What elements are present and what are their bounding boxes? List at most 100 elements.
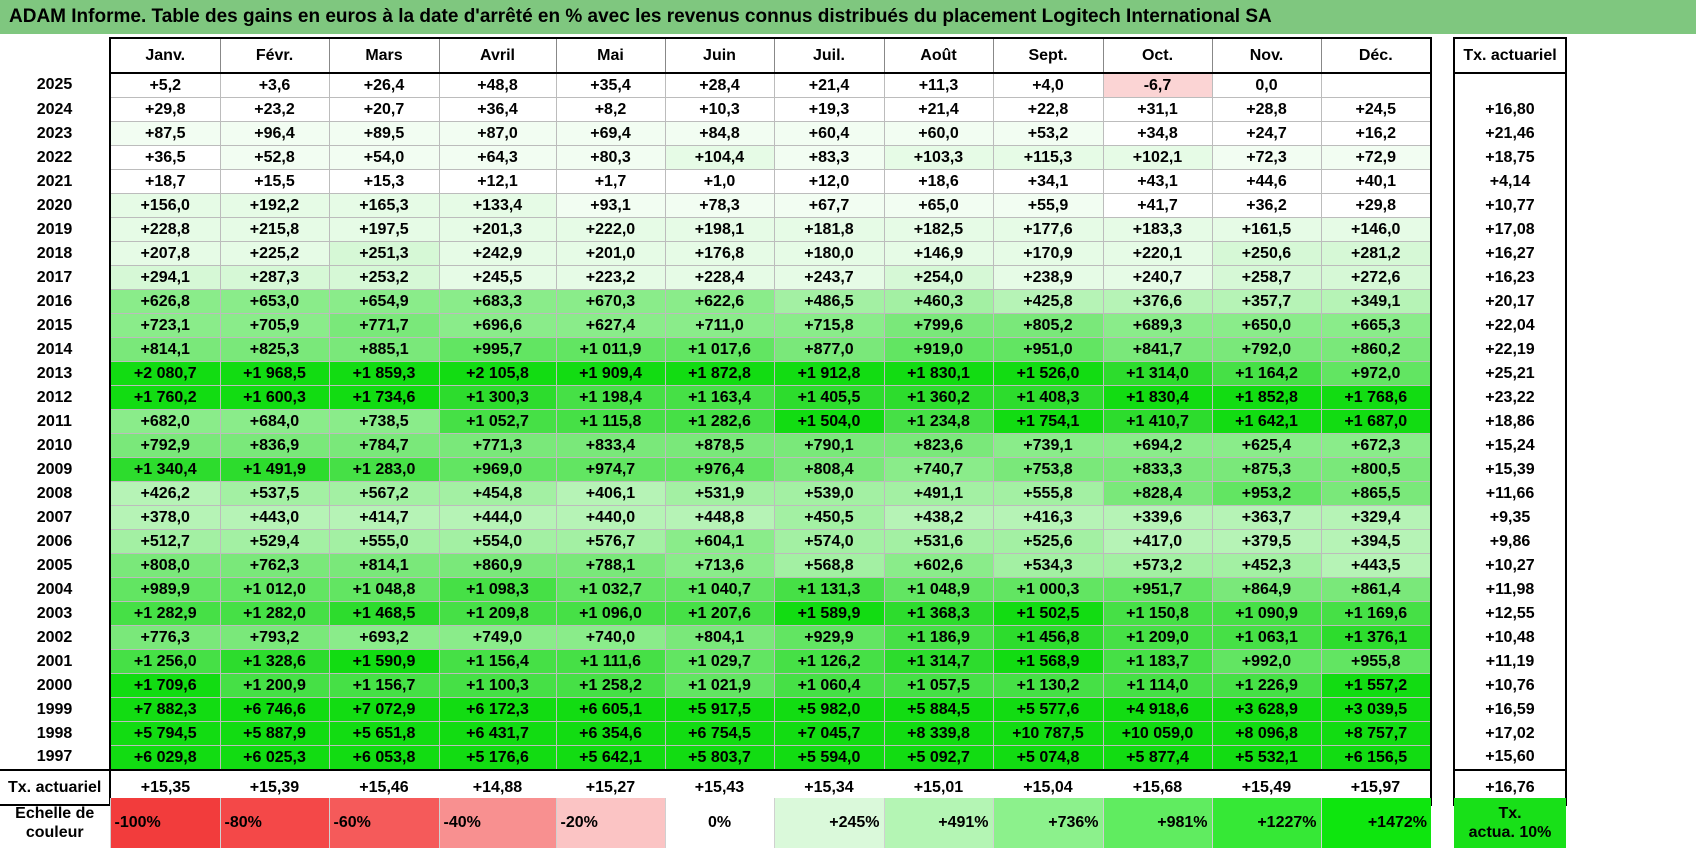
gain-cell: +1 300,3 xyxy=(438,385,557,410)
year-label: 2003 xyxy=(36,604,73,622)
gain-cell: +5 092,7 xyxy=(883,745,994,771)
gain-cell: +1 852,8 xyxy=(1211,385,1322,410)
gain-cell: +531,9 xyxy=(664,481,775,506)
gain-cell: +771,7 xyxy=(328,313,440,338)
gain-cell: +1 368,3 xyxy=(883,601,994,626)
year-label: 2010 xyxy=(36,436,73,454)
gain-cell: +1 456,8 xyxy=(992,625,1104,650)
gain-cell: +989,9 xyxy=(109,577,221,602)
year-label: 2016 xyxy=(36,292,73,310)
spacer xyxy=(1431,265,1454,290)
gain-cell: +861,4 xyxy=(1320,577,1432,602)
gain-cell: +627,4 xyxy=(555,313,666,338)
gain-cell: +7 072,9 xyxy=(328,697,440,722)
year-label: 1997 xyxy=(36,748,73,766)
year-label: 2015 xyxy=(36,316,73,334)
gain-cell: +78,3 xyxy=(664,193,775,218)
gain-cell: +864,9 xyxy=(1211,577,1322,602)
gain-cell: +40,1 xyxy=(1320,169,1432,194)
actuarial-rate xyxy=(1453,73,1567,98)
gain-cell: +416,3 xyxy=(992,505,1104,530)
gain-cell: +10,3 xyxy=(664,97,775,122)
gain-cell: +1 912,8 xyxy=(773,361,885,386)
gain-cell: +223,2 xyxy=(555,265,666,290)
gain-cell: +919,0 xyxy=(883,337,994,362)
gain-cell: +444,0 xyxy=(438,505,557,530)
actuarial-rate: +4,14 xyxy=(1453,169,1567,194)
gain-cell: +96,4 xyxy=(219,121,330,146)
gain-cell: +8 096,8 xyxy=(1211,721,1322,746)
gain-cell: +555,8 xyxy=(992,481,1104,506)
table-row: 2024 +29,8 +23,2 +20,7 +36,4 +8,2 +10,3 +19,3 +2… xyxy=(0,97,1567,122)
gain-cell: +1 256,0 xyxy=(109,649,221,674)
gain-cell: +394,5 xyxy=(1320,529,1432,554)
gain-cell: +1 768,6 xyxy=(1320,385,1432,410)
gain-cell: +5 642,1 xyxy=(555,745,666,771)
spacer xyxy=(1431,337,1454,362)
gain-cell: +1 376,1 xyxy=(1320,625,1432,650)
actuarial-rate: +16,27 xyxy=(1453,241,1567,266)
gain-cell: +379,5 xyxy=(1211,529,1322,554)
gain-cell: +2 080,7 xyxy=(109,361,221,386)
spacer xyxy=(1431,217,1454,242)
gain-cell: +1 100,3 xyxy=(438,673,557,698)
gain-cell: +16,2 xyxy=(1320,121,1432,146)
gain-cell: +1 314,0 xyxy=(1102,361,1213,386)
spacer xyxy=(1431,433,1454,458)
year-label: 2011 xyxy=(37,412,72,430)
gain-cell: +12,0 xyxy=(773,169,885,194)
table-row: 2016 +626,8 +653,0 +654,9 +683,3 +670,3 +622,6… xyxy=(0,289,1567,314)
actuarial-legend-line: Tx. xyxy=(1498,805,1522,822)
gain-cell: +672,3 xyxy=(1320,433,1432,458)
gain-cell: +805,2 xyxy=(992,313,1104,338)
actuarial-rate: +18,86 xyxy=(1453,409,1567,434)
actuarial-rate: +11,19 xyxy=(1453,649,1567,674)
gain-cell: +254,0 xyxy=(883,265,994,290)
gain-cell: +693,2 xyxy=(328,625,440,650)
gain-cell: +1 405,5 xyxy=(773,385,885,410)
gain-cell: +1 111,6 xyxy=(555,649,666,674)
gain-cell: +1 164,2 xyxy=(1211,361,1322,386)
actuarial-rate: +22,19 xyxy=(1453,337,1567,362)
gain-cell: +804,1 xyxy=(664,625,775,650)
year-label: 2000 xyxy=(36,676,73,694)
color-scale-step: -40% xyxy=(438,798,556,848)
gain-cell: +181,8 xyxy=(773,217,885,242)
footer-label: Tx. actuariel xyxy=(0,769,110,806)
gain-cell: +1 642,1 xyxy=(1211,409,1322,434)
gain-cell: +339,6 xyxy=(1102,505,1213,530)
gain-cell: +440,0 xyxy=(555,505,666,530)
gain-cell: +60,4 xyxy=(773,121,885,146)
gain-cell: +836,9 xyxy=(219,433,330,458)
color-scale-row: Echelle de couleur -100% -80% -60% -40% -20%… xyxy=(0,798,1566,848)
color-scale-step: -60% xyxy=(328,798,439,848)
gain-cell: +1,7 xyxy=(555,169,666,194)
gain-cell: +1 234,8 xyxy=(883,409,994,434)
gain-cell: +222,0 xyxy=(555,217,666,242)
actuarial-rate: +16,59 xyxy=(1453,697,1567,722)
gain-cell: +67,7 xyxy=(773,193,885,218)
gain-cell: +65,0 xyxy=(883,193,994,218)
gain-cell: +207,8 xyxy=(109,241,221,266)
actuarial-rate: +21,46 xyxy=(1453,121,1567,146)
gain-cell: +1 052,7 xyxy=(438,409,557,434)
gain-cell: +1 226,9 xyxy=(1211,673,1322,698)
year-label: 2005 xyxy=(36,556,73,574)
gain-cell: +1 968,5 xyxy=(219,361,330,386)
year-label: 2013 xyxy=(36,364,73,382)
gain-cell: +183,3 xyxy=(1102,217,1213,242)
gain-cell: +1 021,9 xyxy=(664,673,775,698)
gain-cell: +955,8 xyxy=(1320,649,1432,674)
gain-cell: +823,6 xyxy=(883,433,994,458)
actuarial-rate: +15,24 xyxy=(1453,433,1567,458)
month-header: Déc. xyxy=(1320,37,1432,74)
gain-cell: +363,7 xyxy=(1211,505,1322,530)
actuarial-rate: +15,60 xyxy=(1453,745,1567,770)
gain-cell: +1 754,1 xyxy=(992,409,1104,434)
gain-cell: +654,9 xyxy=(328,289,440,314)
spacer xyxy=(1431,241,1454,266)
year-label: 2018 xyxy=(36,244,73,262)
actuarial-rate: +10,77 xyxy=(1453,193,1567,218)
actuarial-rate: +20,17 xyxy=(1453,289,1567,314)
gain-cell: +653,0 xyxy=(219,289,330,314)
